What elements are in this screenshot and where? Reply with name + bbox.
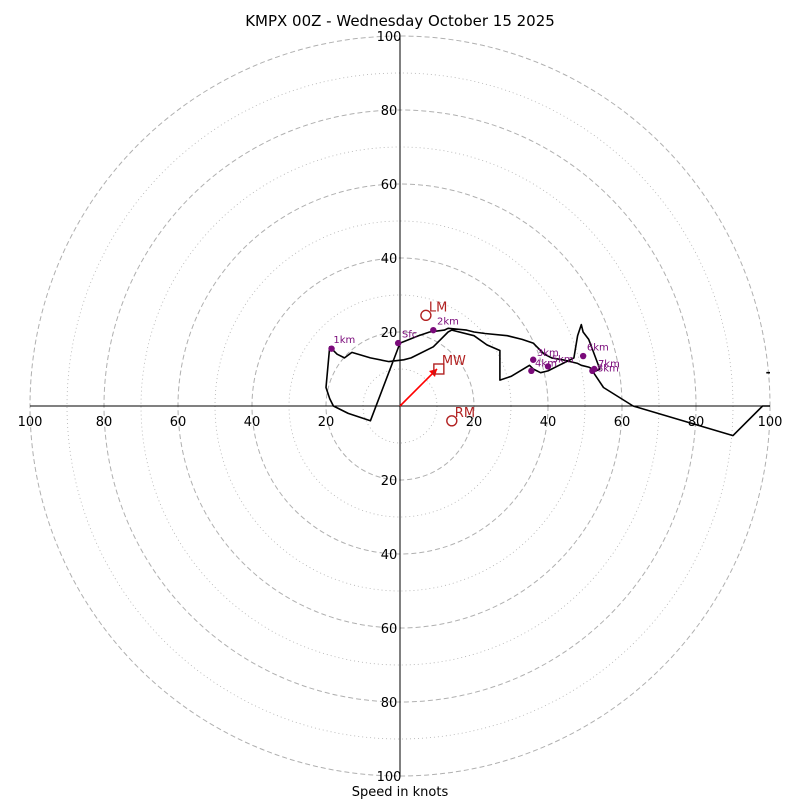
- y-tick-label: 20: [381, 326, 398, 341]
- height-marker-label: 7km: [598, 359, 620, 370]
- hodograph-trace-group: [325, 323, 770, 437]
- height-marker-dot: [589, 367, 596, 375]
- y-tick-label: 60: [381, 178, 398, 193]
- y-tick-label: 40: [381, 252, 398, 267]
- height-marker-label: 6km: [587, 343, 609, 354]
- height-marker-dot: [544, 363, 552, 370]
- height-marker-dot: [430, 326, 437, 334]
- y-tick-label: 80: [381, 696, 398, 711]
- height-marker-dot: [394, 339, 402, 347]
- x-tick-label: 100: [758, 415, 783, 430]
- x-tick-label: 40: [244, 415, 261, 430]
- y-tick-label: 20: [381, 474, 398, 489]
- mean-wind-marker: [433, 363, 445, 375]
- x-tick-label: 20: [318, 415, 335, 430]
- tick-labels: 100 80 60 40 20 20 40 60 80 100 100 80 60 40 20 20 40 60 8…: [18, 30, 783, 785]
- height-marker-dot: [328, 345, 335, 352]
- x-tick-label: 60: [614, 415, 631, 430]
- y-tick-label: 80: [381, 104, 398, 119]
- y-tick-label: 100: [377, 770, 402, 785]
- height-marker-label: 1km: [333, 335, 355, 346]
- storm-motion-marker: [420, 309, 432, 322]
- x-tick-label: 80: [96, 415, 113, 430]
- height-marker-label: 8km: [597, 364, 619, 375]
- height-marker-label: 2km: [437, 317, 459, 328]
- storm-motion-markers: LM MW RM: [399, 300, 475, 427]
- y-tick-label: 40: [381, 548, 398, 563]
- height-marker-label: 5km: [552, 355, 574, 366]
- height-marker-dot: [528, 367, 535, 375]
- x-tick-label: 60: [170, 415, 187, 430]
- height-marker-dot: [579, 352, 587, 360]
- storm-motion-label: RM: [455, 406, 475, 421]
- height-marker-dot: [530, 356, 537, 363]
- height-marker-label: Sfc: [402, 330, 417, 341]
- hodograph-trace-extension: [591, 370, 770, 437]
- x-axis-label: Speed in knots: [352, 785, 449, 800]
- height-markers: Sfc1km2km3km4km5km6km7km8km: [328, 317, 620, 375]
- x-tick-label: 40: [540, 415, 557, 430]
- x-tick-label: 20: [466, 415, 483, 430]
- x-tick-label: 100: [18, 415, 43, 430]
- storm-motion-marker: [446, 415, 458, 427]
- storm-motion-label: MW: [442, 354, 466, 369]
- chart-title: KMPX 00Z - Wednesday October 15 2025: [245, 12, 555, 30]
- mean-wind-arrowhead: [429, 369, 437, 377]
- hodograph-trace: [325, 323, 601, 422]
- storm-motion-label: LM: [429, 300, 447, 315]
- height-marker-label: 3km: [537, 348, 559, 359]
- y-tick-label: 60: [381, 622, 398, 637]
- mean-wind-vector: [399, 368, 438, 407]
- y-tick-label: 100: [377, 30, 402, 45]
